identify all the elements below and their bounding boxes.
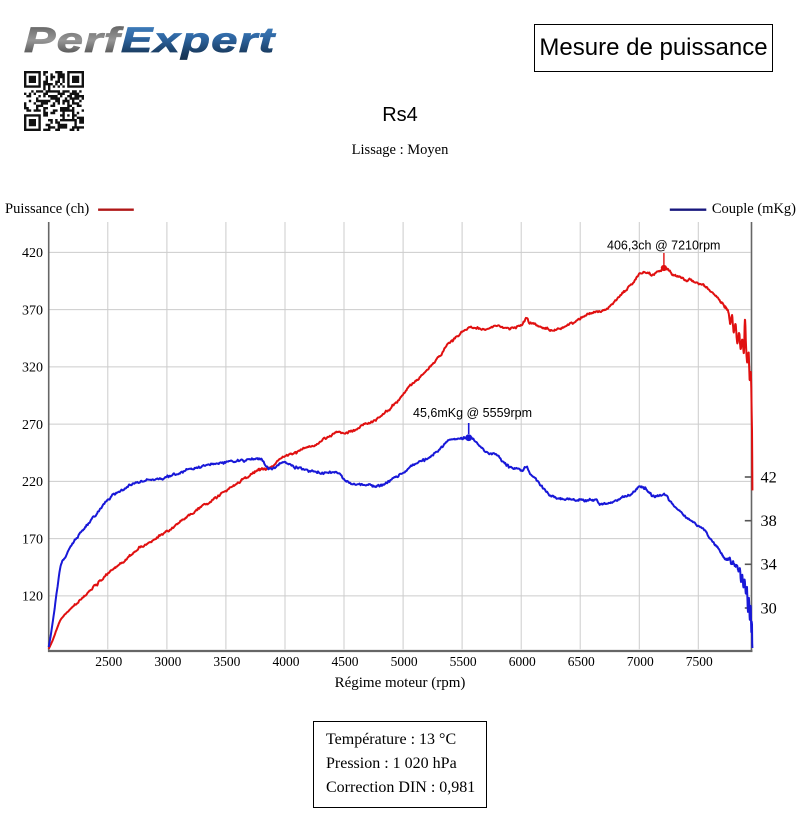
svg-text:38: 38 [761,511,777,530]
svg-text:420: 420 [22,246,43,261]
svg-text:5500: 5500 [450,654,477,669]
svg-text:3500: 3500 [213,654,240,669]
svg-text:6500: 6500 [568,654,595,669]
svg-text:30: 30 [761,598,777,617]
svg-text:120: 120 [22,590,43,605]
svg-text:406,3ch @ 7210rpm: 406,3ch @ 7210rpm [607,239,720,253]
svg-text:4000: 4000 [273,654,300,669]
svg-text:170: 170 [22,532,43,547]
svg-text:4500: 4500 [332,654,359,669]
svg-text:PerfExpert: PerfExpert [24,20,277,60]
svg-text:6000: 6000 [509,654,536,669]
svg-text:45,6mKg @ 5559rpm: 45,6mKg @ 5559rpm [413,406,532,420]
svg-text:7000: 7000 [627,654,654,669]
svg-text:2500: 2500 [95,654,122,669]
svg-text:270: 270 [22,418,43,433]
svg-text:34: 34 [761,555,777,574]
svg-text:42: 42 [761,467,777,486]
svg-text:5000: 5000 [391,654,418,669]
svg-text:320: 320 [22,361,43,376]
svg-text:220: 220 [22,475,43,490]
svg-text:3000: 3000 [154,654,181,669]
svg-text:370: 370 [22,303,43,318]
svg-text:7500: 7500 [686,654,713,669]
